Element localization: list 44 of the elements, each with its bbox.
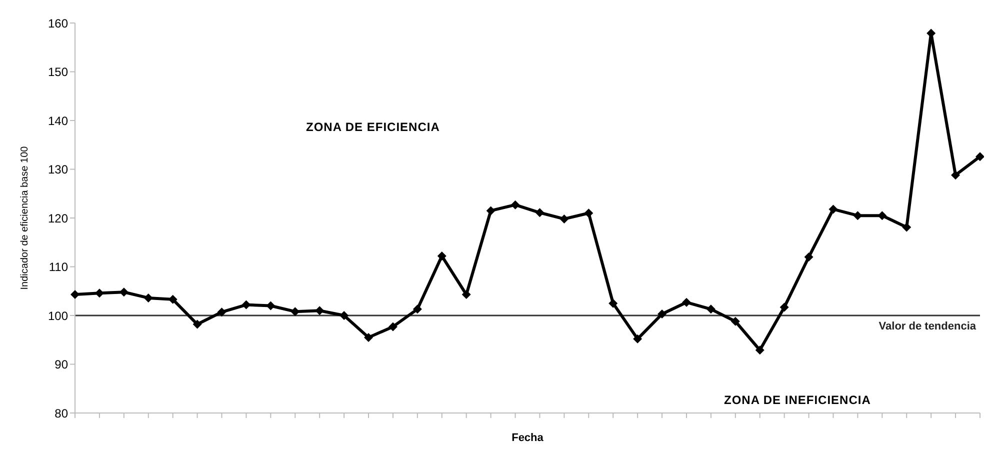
point [560, 214, 569, 224]
point [706, 304, 716, 314]
point [780, 302, 789, 312]
y-tick-label: 120 [48, 211, 68, 226]
y-tick-label: 130 [48, 162, 68, 177]
point [682, 298, 691, 307]
point [510, 200, 520, 210]
point [755, 346, 764, 355]
y-tick-label: 80 [54, 406, 68, 420]
point [315, 306, 324, 316]
point [730, 316, 740, 326]
point [412, 304, 422, 314]
ref-line-label: Valor de tendencia [878, 320, 977, 332]
y-tick-label: 90 [54, 358, 68, 372]
point [951, 170, 960, 180]
point [633, 334, 642, 344]
point [340, 311, 349, 320]
point [70, 290, 80, 300]
point [486, 206, 496, 216]
point [902, 222, 912, 232]
point [828, 204, 838, 214]
y-tick-label: 140 [48, 114, 68, 128]
point [364, 332, 374, 342]
point [535, 208, 544, 218]
x-axis-title: Fecha [512, 432, 544, 444]
annotation: ZONA DE INEFICIENCIA [724, 393, 871, 407]
y-tick-label: 150 [48, 65, 68, 80]
y-tick-label: 110 [48, 260, 68, 274]
point [388, 322, 398, 332]
point [658, 310, 667, 319]
y-tick-label: 160 [48, 16, 68, 30]
point [192, 320, 202, 329]
y-tick-label: 100 [48, 308, 68, 323]
point [584, 208, 594, 218]
point [976, 152, 984, 162]
point [144, 293, 153, 302]
point [608, 298, 618, 308]
y-axis-title: Indicador de eficiencia base 100 [20, 146, 31, 290]
point [462, 290, 471, 300]
point [217, 308, 226, 317]
point [804, 252, 814, 262]
annotation: ZONA DE EFICIENCIA [306, 120, 440, 134]
point [878, 211, 887, 220]
point [437, 252, 446, 261]
